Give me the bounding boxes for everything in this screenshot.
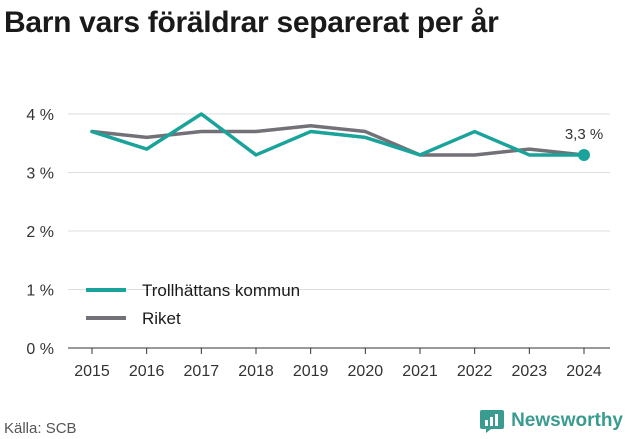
- x-tick-label: 2017: [184, 363, 220, 380]
- chart-title: Barn vars föräldrar separerat per år: [4, 6, 499, 39]
- y-tick-label: 4 %: [26, 107, 54, 124]
- newsworthy-icon: [480, 410, 505, 433]
- x-tick-label: 2018: [238, 363, 274, 380]
- x-tick-label: 2024: [566, 363, 602, 380]
- y-tick-label: 2 %: [26, 224, 54, 241]
- x-tick-label: 2022: [457, 363, 493, 380]
- end-point-marker: [578, 148, 590, 161]
- end-value-label: 3,3 %: [565, 126, 603, 143]
- x-tick-label: 2023: [512, 363, 548, 380]
- x-axis-ticks: 2015 2016 2017 2018 2019 2020 2021 2022 2023 2024: [74, 348, 602, 380]
- newsworthy-wordmark: Newsworthy: [511, 410, 623, 431]
- newsworthy-logo: Newsworthy: [479, 408, 623, 434]
- x-tick-label: 2015: [74, 363, 110, 380]
- x-tick-label: 2019: [293, 363, 329, 380]
- legend-label: Riket: [142, 309, 181, 328]
- legend-label: Trollhättans kommun: [142, 281, 300, 300]
- end-markers: 3,3 %: [565, 126, 603, 161]
- series-lines: [90, 112, 586, 157]
- x-tick-label: 2020: [348, 363, 384, 380]
- y-tick-label: 3 %: [26, 166, 54, 183]
- grid-lines: [68, 113, 610, 349]
- series-line-trollhattan: [90, 112, 586, 157]
- x-tick-label: 2021: [402, 363, 438, 380]
- y-tick-label: 1 %: [26, 283, 54, 300]
- x-tick-label: 2016: [129, 363, 165, 380]
- source-note: Källa: SCB: [4, 420, 77, 437]
- series-line-riket: [90, 123, 586, 157]
- legend: Trollhättans kommun Riket: [86, 281, 300, 328]
- y-tick-label: 0 %: [26, 341, 54, 358]
- y-axis-ticks: 0 % 1 % 2 % 3 % 4 %: [26, 107, 54, 358]
